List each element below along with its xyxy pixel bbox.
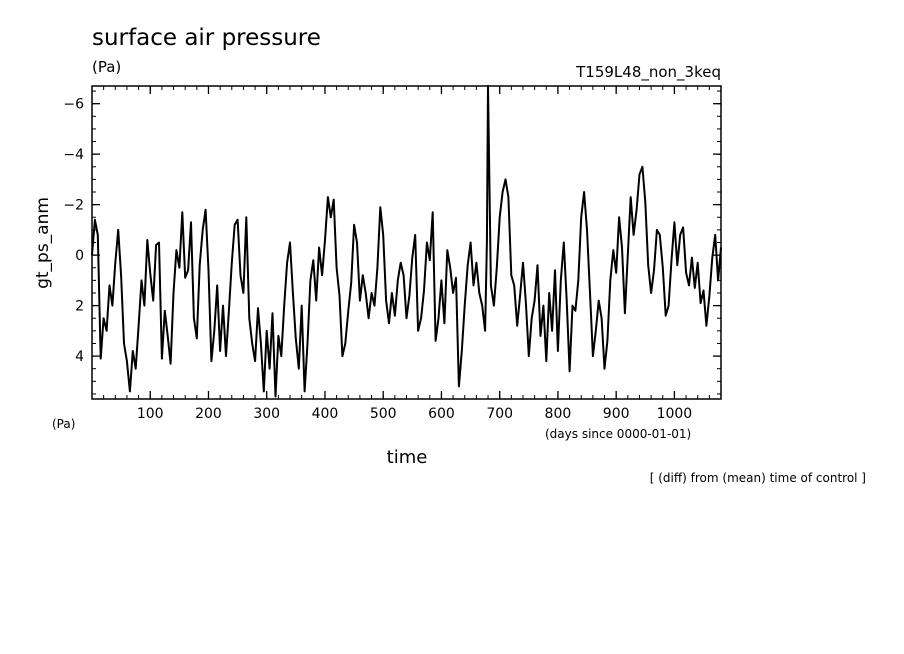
x-tick-label: 700 <box>486 406 513 422</box>
series-line <box>91 85 722 398</box>
x-tick-label: 1000 <box>657 406 693 422</box>
x-axis-label: time <box>387 447 428 468</box>
x-tick-label: 100 <box>137 406 164 422</box>
x-tick-label: 500 <box>370 406 397 422</box>
x-axis-unit: (days since 0000-01-01) <box>545 427 691 441</box>
y-tick-label: 0 <box>75 248 84 264</box>
x-tick-label: 400 <box>312 406 339 422</box>
x-tick-label: 200 <box>195 406 222 422</box>
plot-frame <box>91 85 722 400</box>
run-label: T159L48_non_3keq <box>575 63 721 82</box>
footnote: [ (diff) from (mean) time of control ] <box>650 471 866 485</box>
x-tick-label: 800 <box>545 406 572 422</box>
minor-ticks <box>92 86 721 399</box>
x-axis-ticks: 100 200 300 400 500 600 700 800 900 1000 <box>137 86 692 422</box>
y-tick-label: 4 <box>75 349 84 365</box>
y-axis-label: gt_ps_anm <box>33 197 53 289</box>
chart-title: surface air pressure <box>92 25 321 51</box>
y-axis-ticks: −6 −4 −2 0 2 4 <box>63 97 721 365</box>
y-axis-unit: (Pa) <box>52 417 75 431</box>
y-tick-label: −2 <box>63 198 84 214</box>
x-tick-label: 900 <box>603 406 630 422</box>
x-tick-label: 300 <box>253 406 280 422</box>
y-tick-label: −4 <box>63 147 84 163</box>
x-tick-label: 600 <box>428 406 455 422</box>
title-unit: (Pa) <box>92 58 121 76</box>
y-tick-label: 2 <box>75 299 84 315</box>
plot-area: 100 200 300 400 500 600 700 800 900 1000 −6 −4 −2 0 2… <box>63 85 722 422</box>
y-tick-label: −6 <box>63 97 84 113</box>
